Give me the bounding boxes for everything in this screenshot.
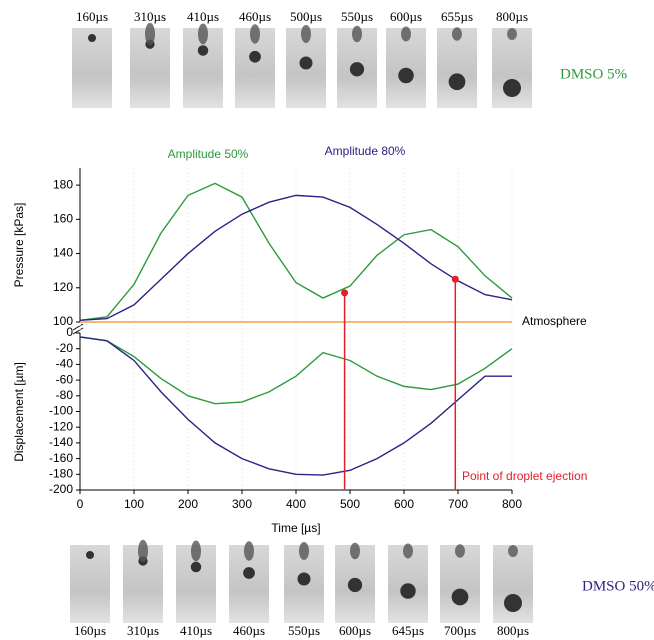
- frame-time-label: 550µs: [288, 623, 320, 638]
- ejection-label: Point of droplet ejection: [462, 469, 587, 483]
- frame-time-label: 700µs: [444, 623, 476, 638]
- x-tick-label: 700: [448, 497, 468, 511]
- frame-time-label: 460µs: [233, 623, 265, 638]
- meniscus: [452, 27, 462, 41]
- meniscus: [352, 26, 362, 43]
- y-tick-label: 140: [53, 246, 73, 260]
- meniscus: [301, 25, 311, 43]
- droplet: [198, 45, 209, 56]
- droplet: [350, 62, 364, 76]
- x-tick-label: 200: [178, 497, 198, 511]
- y-tick-label: -80: [56, 388, 74, 402]
- x-tick-label: 500: [340, 497, 360, 511]
- meniscus: [455, 544, 465, 558]
- droplet: [398, 68, 414, 84]
- y-axis-label: Displacement [µm]: [12, 362, 26, 462]
- y-tick-label: -60: [56, 372, 74, 386]
- droplet: [504, 594, 522, 612]
- x-tick-label: 600: [394, 497, 414, 511]
- meniscus: [244, 541, 254, 561]
- droplet: [243, 567, 255, 579]
- annotation: Amplitude 80%: [325, 144, 406, 158]
- droplet: [191, 562, 202, 573]
- frame-time-label: 600µs: [339, 623, 371, 638]
- meniscus: [145, 23, 155, 46]
- droplet: [348, 578, 362, 592]
- y-tick-label: 180: [53, 177, 73, 191]
- frame-time-label: 310µs: [134, 9, 166, 24]
- ejection-point: [452, 276, 459, 283]
- droplet: [249, 51, 261, 63]
- y-axis-label: Pressure [kPas]: [12, 203, 26, 288]
- ejection-point: [341, 289, 348, 296]
- y-tick-label: -120: [49, 419, 73, 433]
- x-tick-label: 800: [502, 497, 522, 511]
- reference-label: Atmosphere: [522, 314, 587, 328]
- strip-title: DMSO 5%: [560, 66, 627, 82]
- meniscus: [508, 545, 518, 557]
- frame-time-label: 410µs: [187, 9, 219, 24]
- meniscus: [299, 542, 309, 560]
- x-tick-label: 300: [232, 497, 252, 511]
- meniscus: [403, 544, 413, 559]
- droplet: [88, 34, 96, 42]
- droplet: [298, 573, 311, 586]
- y-tick-label: -100: [49, 404, 73, 418]
- y-tick-label: -20: [56, 341, 74, 355]
- frame-time-label: 500µs: [290, 9, 322, 24]
- figure: Amplitude 50% Amplitude 80% Pressure [kP…: [0, 0, 654, 640]
- frame-time-label: 800µs: [496, 9, 528, 24]
- y-tick-label: 0: [66, 325, 73, 339]
- data-line: [80, 183, 512, 320]
- y-tick-label: -200: [49, 482, 73, 496]
- strip-title: DMSO 50%: [582, 578, 654, 594]
- annotation: Amplitude 50%: [168, 147, 249, 161]
- x-tick-label: 100: [124, 497, 144, 511]
- meniscus: [250, 24, 260, 44]
- frame-time-label: 160µs: [76, 9, 108, 24]
- x-tick-label: 0: [77, 497, 84, 511]
- droplet: [452, 589, 469, 606]
- droplet: [86, 551, 94, 559]
- meniscus: [401, 27, 411, 42]
- meniscus: [198, 24, 208, 45]
- frame-time-label: 600µs: [390, 9, 422, 24]
- y-tick-label: -140: [49, 435, 73, 449]
- y-tick-label: -40: [56, 357, 74, 371]
- frame-time-label: 645µs: [392, 623, 424, 638]
- frame-time-label: 410µs: [180, 623, 212, 638]
- droplet: [300, 57, 313, 70]
- meniscus: [350, 543, 360, 560]
- y-tick-label: -180: [49, 466, 73, 480]
- droplet: [400, 583, 416, 599]
- meniscus: [191, 541, 201, 562]
- y-tick-label: 160: [53, 212, 73, 226]
- frame-time-label: 655µs: [441, 9, 473, 24]
- y-tick-label: 120: [53, 280, 73, 294]
- frame-time-label: 800µs: [497, 623, 529, 638]
- meniscus: [507, 28, 517, 40]
- frame-time-label: 550µs: [341, 9, 373, 24]
- y-tick-label: -160: [49, 451, 73, 465]
- frame-time-label: 460µs: [239, 9, 271, 24]
- meniscus: [138, 540, 148, 563]
- x-tick-label: 400: [286, 497, 306, 511]
- frame-time-label: 160µs: [74, 623, 106, 638]
- frame-time-label: 310µs: [127, 623, 159, 638]
- x-axis-label: Time [µs]: [271, 521, 320, 535]
- droplet: [503, 79, 521, 97]
- droplet: [449, 73, 466, 90]
